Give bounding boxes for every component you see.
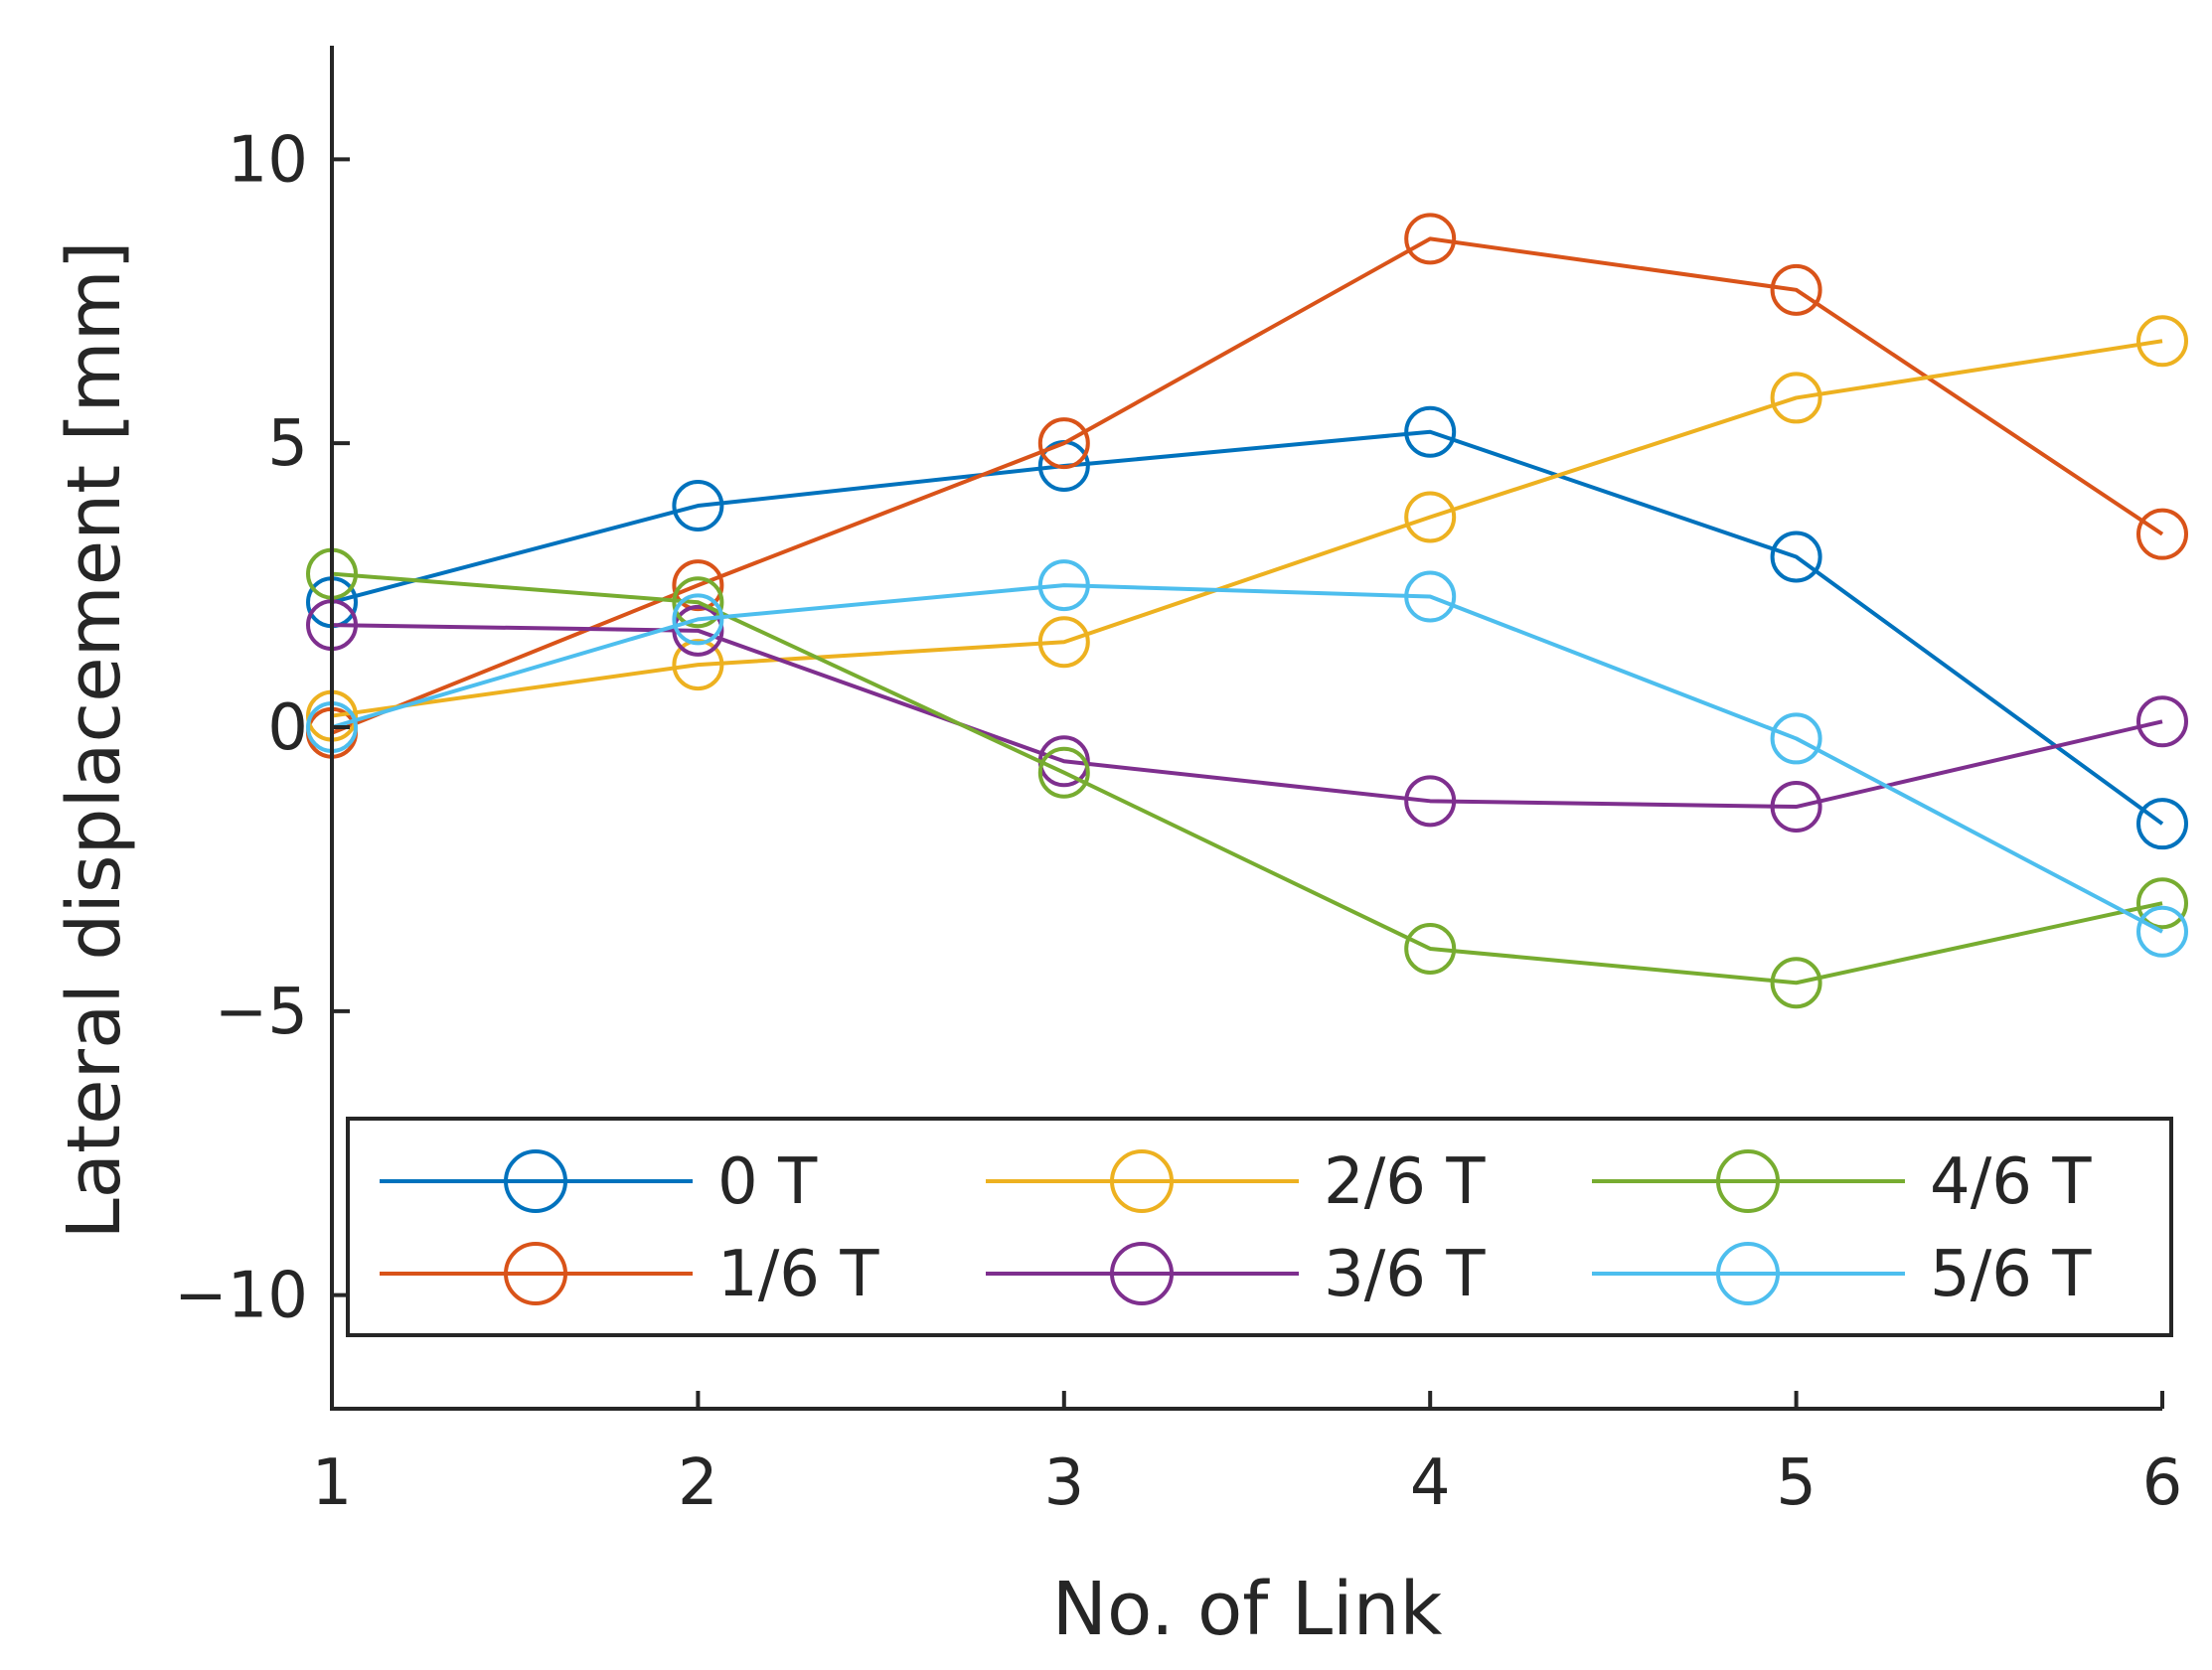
data-point-marker: [2136, 798, 2188, 850]
legend-label: 1/6 T: [717, 1238, 879, 1311]
data-point-marker: [1770, 263, 1822, 316]
data-point-marker: [1404, 491, 1457, 543]
y-tick-label: 0: [267, 691, 308, 765]
data-point-marker: [1404, 405, 1457, 458]
legend-marker: [1716, 1242, 1780, 1305]
series-line: [331, 583, 2163, 934]
y-axis-label: Lateral displacement [mm]: [52, 240, 137, 1239]
legend-entry-5: 5/6 T: [1592, 1238, 2092, 1311]
legend-marker: [1110, 1149, 1174, 1213]
data-point-marker: [672, 576, 724, 629]
x-tick-label: 5: [1776, 1446, 1817, 1520]
data-point-marker: [672, 593, 724, 646]
series-1: [306, 213, 2188, 759]
data-point-marker: [1404, 922, 1457, 975]
series-2: [306, 315, 2188, 742]
x-tick-label: 3: [1043, 1446, 1084, 1520]
data-point-marker: [2136, 905, 2188, 958]
data-point-marker: [2136, 315, 2188, 368]
data-point-marker: [1037, 559, 1090, 612]
y-tick-label: 5: [267, 407, 308, 481]
legend-label: 5/6 T: [1930, 1238, 2092, 1311]
data-point-marker: [2136, 695, 2188, 748]
y-tick-label: 10: [228, 123, 308, 197]
data-point-marker: [1770, 781, 1822, 834]
x-axis-label: No. of Link: [1052, 1567, 1443, 1652]
data-point-marker: [672, 604, 724, 657]
x-tick-label: 4: [1410, 1446, 1451, 1520]
y-tick-label: −10: [174, 1260, 308, 1333]
data-point-marker: [1037, 417, 1090, 470]
data-point-marker: [672, 639, 724, 691]
data-point-marker: [1404, 213, 1457, 265]
legend-marker: [1110, 1242, 1174, 1305]
legend-marker: [504, 1242, 567, 1305]
x-tick-label: 2: [678, 1446, 718, 1520]
legend-entry-2: 2/6 T: [986, 1145, 1486, 1219]
data-point-marker: [2136, 508, 2188, 560]
legend-items: 0 T 1/6 T 2/6 T 3/6 T 4/6 T 5/6 T: [380, 1145, 2092, 1311]
data-point-marker: [1770, 712, 1822, 765]
legend-entry-4: 4/6 T: [1592, 1145, 2092, 1219]
legend-label: 4/6 T: [1930, 1145, 2092, 1219]
legend-entry-3: 3/6 T: [986, 1238, 1486, 1311]
legend-label: 2/6 T: [1324, 1145, 1486, 1219]
series-3: [306, 599, 2188, 834]
series-line: [331, 571, 2163, 986]
legend-entry-1: 1/6 T: [380, 1238, 879, 1311]
data-point-marker: [1404, 775, 1457, 828]
legend-label: 0 T: [717, 1145, 818, 1219]
legend-entry-0: 0 T: [380, 1145, 818, 1219]
data-point-marker: [1404, 570, 1457, 623]
x-tick-label: 6: [2142, 1446, 2183, 1520]
legend-box: [346, 1117, 2173, 1337]
data-point-marker: [672, 480, 724, 532]
data-point-marker: [1770, 531, 1822, 583]
series-layer: [306, 213, 2188, 1009]
data-point-marker: [2136, 877, 2188, 930]
ticks: −10 −5 0 5 10 1 2 3 4 5 6: [174, 123, 2182, 1520]
y-tick-label: −5: [215, 976, 308, 1049]
legend-marker: [1716, 1149, 1780, 1213]
legend: 0 T 1/6 T 2/6 T 3/6 T 4/6 T 5/6 T: [346, 1117, 2173, 1337]
data-point-marker: [1770, 372, 1822, 424]
data-point-marker: [1037, 746, 1090, 799]
series-line: [331, 339, 2163, 718]
data-point-marker: [1037, 616, 1090, 669]
series-line: [331, 429, 2164, 826]
data-point-marker: [1770, 957, 1822, 1009]
series-line: [331, 623, 2163, 810]
data-point-marker: [672, 559, 724, 612]
series-5: [306, 559, 2188, 958]
series-line: [331, 236, 2164, 735]
legend-marker: [504, 1149, 567, 1213]
x-tick-label: 1: [312, 1446, 353, 1520]
legend-label: 3/6 T: [1324, 1238, 1486, 1311]
series-4: [306, 547, 2188, 1009]
